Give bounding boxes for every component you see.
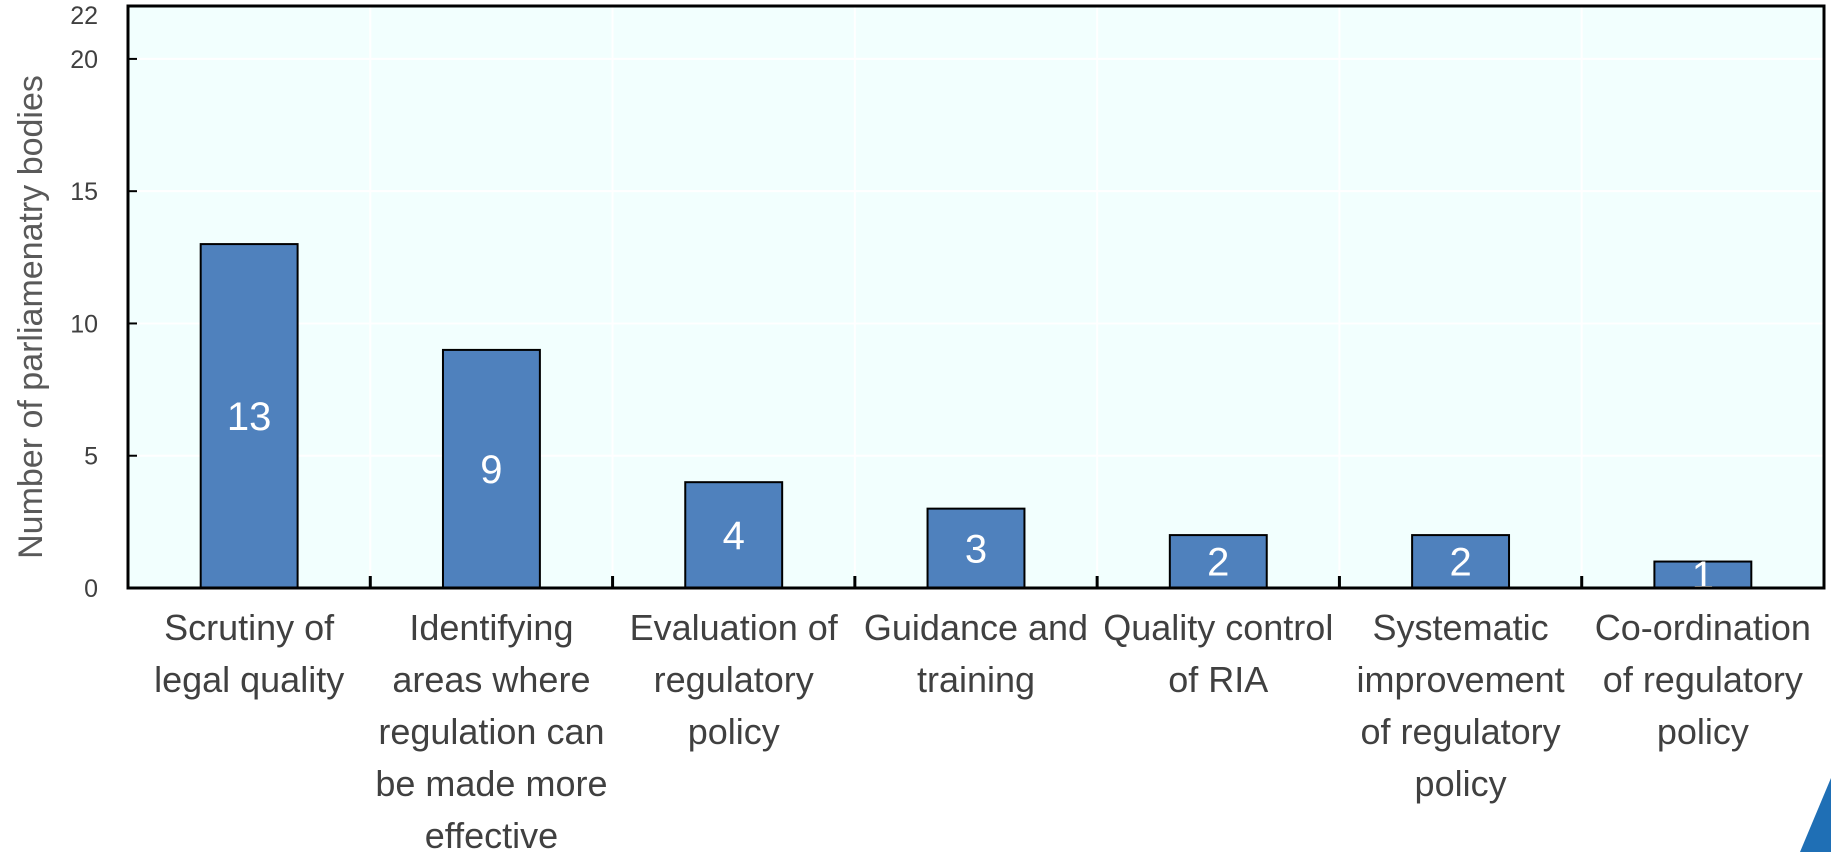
y-tick-labels: 0 5 10 15 20 22 [70,2,98,603]
plot-area [128,6,1824,588]
x-category-label-2: Evaluation of regulatory policy [630,607,839,752]
y-tick-label-1: 5 [84,443,98,471]
y-tick-label-2: 10 [70,310,98,338]
data-label-1: 9 [480,448,502,492]
plot-frame [126,4,1826,590]
y-axis-title: Number of parliamenatry bodies [12,75,50,559]
y-tick-label-0: 0 [84,575,98,603]
x-category-label-1: Identifying areas where regulation can be m… [375,607,607,852]
bar-5 [1411,534,1511,589]
corner-accent-shape [1800,778,1831,852]
data-labels: 13 9 4 3 2 2 1 [227,395,1714,598]
axes [126,4,1826,590]
bar-1 [441,348,541,589]
data-label-6: 1 [1692,554,1714,598]
x-category-label-4: Quality control of RIA [1103,607,1333,700]
data-label-0: 13 [227,395,272,439]
bar-0 [199,243,299,589]
y-tick-label-3: 15 [70,178,98,206]
x-category-label-0: Scrutiny of legal quality [154,607,344,700]
x-category-label-6: Co-ordination of regulatory policy [1595,607,1811,752]
data-label-3: 3 [965,527,987,571]
y-tick-label-4: 20 [70,46,98,74]
bar-4 [1168,534,1268,589]
grid [128,6,1824,588]
data-label-4: 2 [1207,541,1229,585]
x-category-label-5: Systematic improvement of regulatory policy [1357,607,1565,804]
data-label-5: 2 [1449,541,1471,585]
x-category-labels: Scrutiny of legal quality Identifying areas… [154,607,1811,852]
bar-3 [926,507,1026,589]
bar-6 [1653,560,1753,590]
y-tick-label-5: 22 [70,2,98,30]
x-category-label-3: Guidance and training [864,607,1088,700]
data-label-2: 4 [723,514,745,558]
